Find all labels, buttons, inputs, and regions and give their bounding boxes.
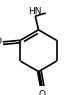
Text: HN: HN xyxy=(28,7,41,16)
Text: O: O xyxy=(39,90,46,95)
Text: O: O xyxy=(0,37,1,46)
